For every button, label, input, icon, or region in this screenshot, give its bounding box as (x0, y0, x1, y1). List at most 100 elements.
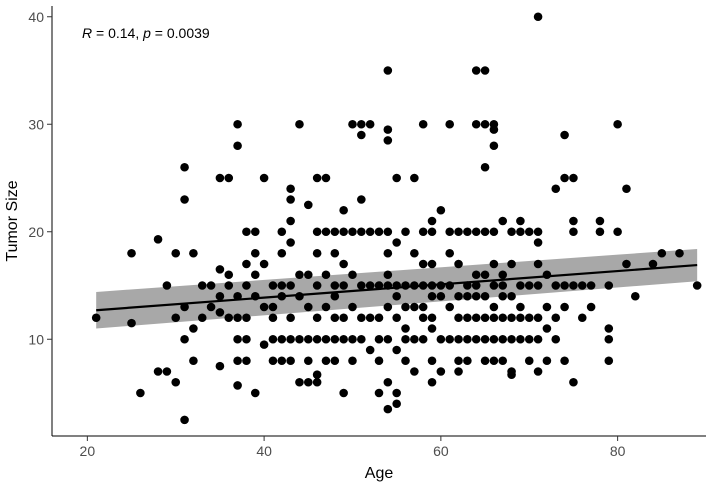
data-point (286, 195, 295, 204)
data-point (427, 324, 437, 333)
data-point (303, 200, 313, 210)
data-point (498, 216, 508, 226)
data-point (436, 334, 446, 344)
data-point (242, 227, 251, 237)
data-point (286, 334, 295, 344)
data-point (295, 270, 304, 280)
data-point (427, 227, 437, 237)
data-point (401, 227, 410, 237)
data-point (197, 281, 207, 290)
data-point (480, 119, 490, 129)
data-point (489, 356, 499, 366)
data-point (569, 216, 578, 226)
data-point (224, 281, 234, 290)
data-point (471, 270, 481, 280)
data-point (171, 248, 181, 258)
data-point (480, 66, 490, 75)
data-point (383, 136, 393, 145)
data-point (348, 302, 357, 312)
data-point (401, 356, 410, 366)
data-point (250, 227, 260, 237)
data-point (551, 281, 561, 290)
data-point (489, 334, 499, 344)
data-point (542, 270, 552, 280)
regression-line (96, 263, 698, 312)
data-point (339, 313, 348, 323)
data-point (604, 324, 614, 333)
data-point (630, 291, 640, 301)
data-point (542, 324, 552, 333)
data-point (498, 334, 508, 344)
data-point (692, 281, 702, 290)
data-point (516, 216, 525, 226)
data-point (215, 308, 225, 317)
data-point (454, 291, 463, 301)
data-point (392, 345, 401, 355)
data-point (551, 184, 561, 194)
data-point (242, 313, 251, 323)
data-point (657, 248, 667, 258)
data-point (463, 356, 472, 366)
data-point (277, 356, 287, 366)
data-point (454, 313, 463, 323)
data-point (286, 238, 295, 247)
data-point (206, 281, 216, 290)
data-point (445, 302, 455, 312)
data-point (498, 313, 508, 323)
data-point (295, 119, 304, 129)
data-point (189, 248, 198, 258)
data-point (427, 313, 437, 323)
data-point (374, 388, 384, 398)
data-point (303, 302, 313, 312)
data-point (533, 367, 543, 376)
data-point (622, 184, 631, 194)
data-point (348, 119, 357, 129)
data-point (189, 356, 198, 366)
data-point (189, 324, 198, 333)
data-point (330, 313, 340, 323)
data-point (489, 281, 499, 290)
data-point (357, 119, 366, 129)
data-point (303, 377, 313, 387)
data-point (516, 334, 525, 344)
data-point (180, 302, 189, 312)
data-point (471, 334, 481, 344)
data-point (286, 216, 295, 226)
data-point (233, 334, 242, 344)
points-layer (91, 12, 702, 425)
data-point (507, 334, 516, 344)
data-point (392, 238, 401, 247)
y-tick-label: 30 (28, 116, 44, 132)
data-point (516, 227, 525, 237)
data-point (471, 291, 481, 301)
data-point (383, 377, 393, 387)
data-point (312, 248, 322, 258)
data-point (480, 356, 490, 366)
data-point (259, 173, 269, 183)
data-point (418, 313, 428, 323)
data-point (242, 334, 251, 344)
data-point (383, 66, 393, 75)
data-point (339, 227, 348, 237)
data-point (542, 356, 552, 366)
data-point (215, 291, 225, 301)
data-point (374, 334, 384, 344)
data-point (445, 248, 455, 258)
x-ticks-layer: 20 40 60 80 (80, 436, 626, 459)
data-point (392, 313, 401, 323)
data-point (321, 270, 331, 280)
data-point (471, 281, 481, 290)
data-point (250, 248, 260, 258)
data-point (533, 259, 543, 269)
data-point (339, 334, 348, 344)
data-point (330, 334, 340, 344)
data-point (162, 367, 172, 376)
data-point (516, 281, 525, 290)
data-point (551, 334, 561, 344)
regression-layer (96, 263, 698, 312)
data-point (524, 334, 534, 344)
data-point (648, 259, 658, 269)
data-point (357, 195, 366, 204)
x-tick-label: 60 (433, 443, 449, 459)
